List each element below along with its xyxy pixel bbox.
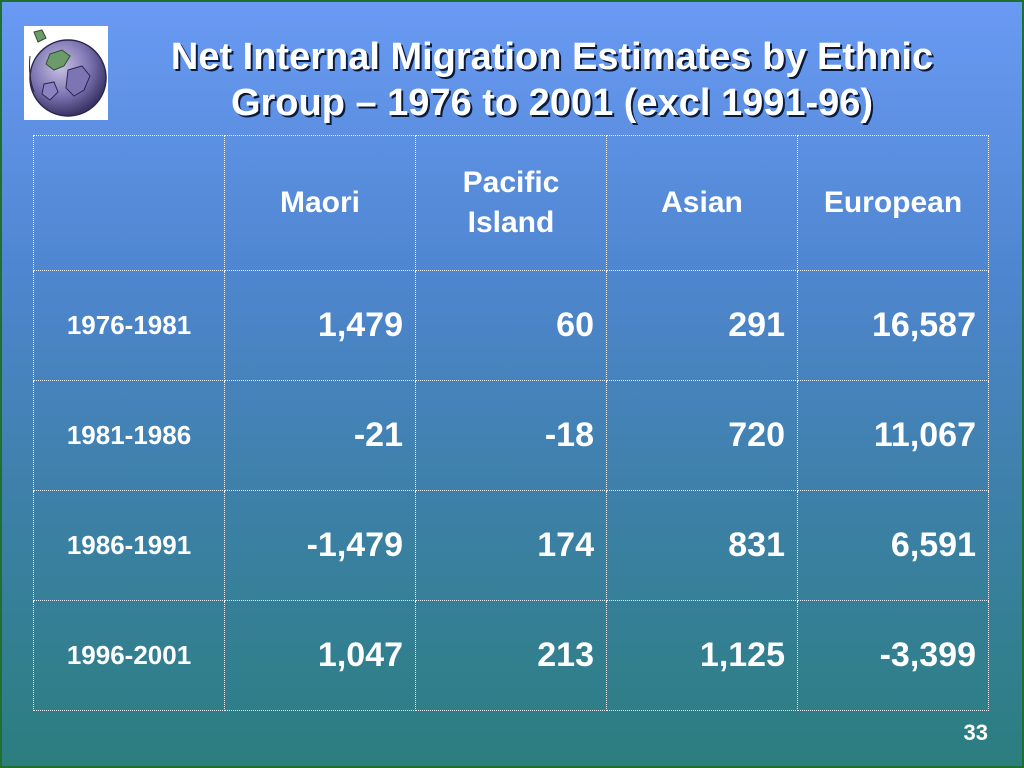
table-row: 1996-2001 1,047 213 1,125 -3,399 [33,600,989,711]
table-cell: 831 [606,490,798,601]
column-header-asian: Asian [606,135,798,271]
globe-icon [24,26,108,120]
table-cell: 174 [415,490,607,601]
table-cell: 213 [415,600,607,711]
table-cell: 6,591 [797,490,989,601]
row-label: 1976-1981 [33,270,225,381]
table-cell: 11,067 [797,380,989,491]
column-header-pacific-island: Pacific Island [415,135,607,271]
row-label: 1981-1986 [33,380,225,491]
table-cell: 1,479 [224,270,416,381]
table-row: 1976-1981 1,479 60 291 16,587 [33,270,989,381]
table-cell: 60 [415,270,607,381]
migration-table: Maori Pacific Island Asian European 1976-… [33,135,989,711]
table-row: 1986-1991 -1,479 174 831 6,591 [33,490,989,601]
table-cell: -3,399 [797,600,989,711]
table-row: 1981-1986 -21 -18 720 11,067 [33,380,989,491]
title-line-2: Group – 1976 to 2001 (excl 1991-96) [230,82,874,124]
title-line-1: Net Internal Migration Estimates by Ethn… [170,36,934,78]
table-cell: 16,587 [797,270,989,381]
column-header-maori: Maori [224,135,416,271]
table-cell: -18 [415,380,607,491]
column-header-european: European [797,135,989,271]
table-cell: 291 [606,270,798,381]
table-cell: 1,047 [224,600,416,711]
table-cell: 1,125 [606,600,798,711]
header-row: Maori Pacific Island Asian European [33,135,989,271]
table-cell: -21 [224,380,416,491]
row-label: 1986-1991 [33,490,225,601]
table-cell: 720 [606,380,798,491]
table-cell: -1,479 [224,490,416,601]
row-label: 1996-2001 [33,600,225,711]
page-number: 33 [963,720,988,745]
corner-cell [33,135,225,271]
slide-title: Net Internal Migration Estimates by Ethn… [122,34,982,126]
